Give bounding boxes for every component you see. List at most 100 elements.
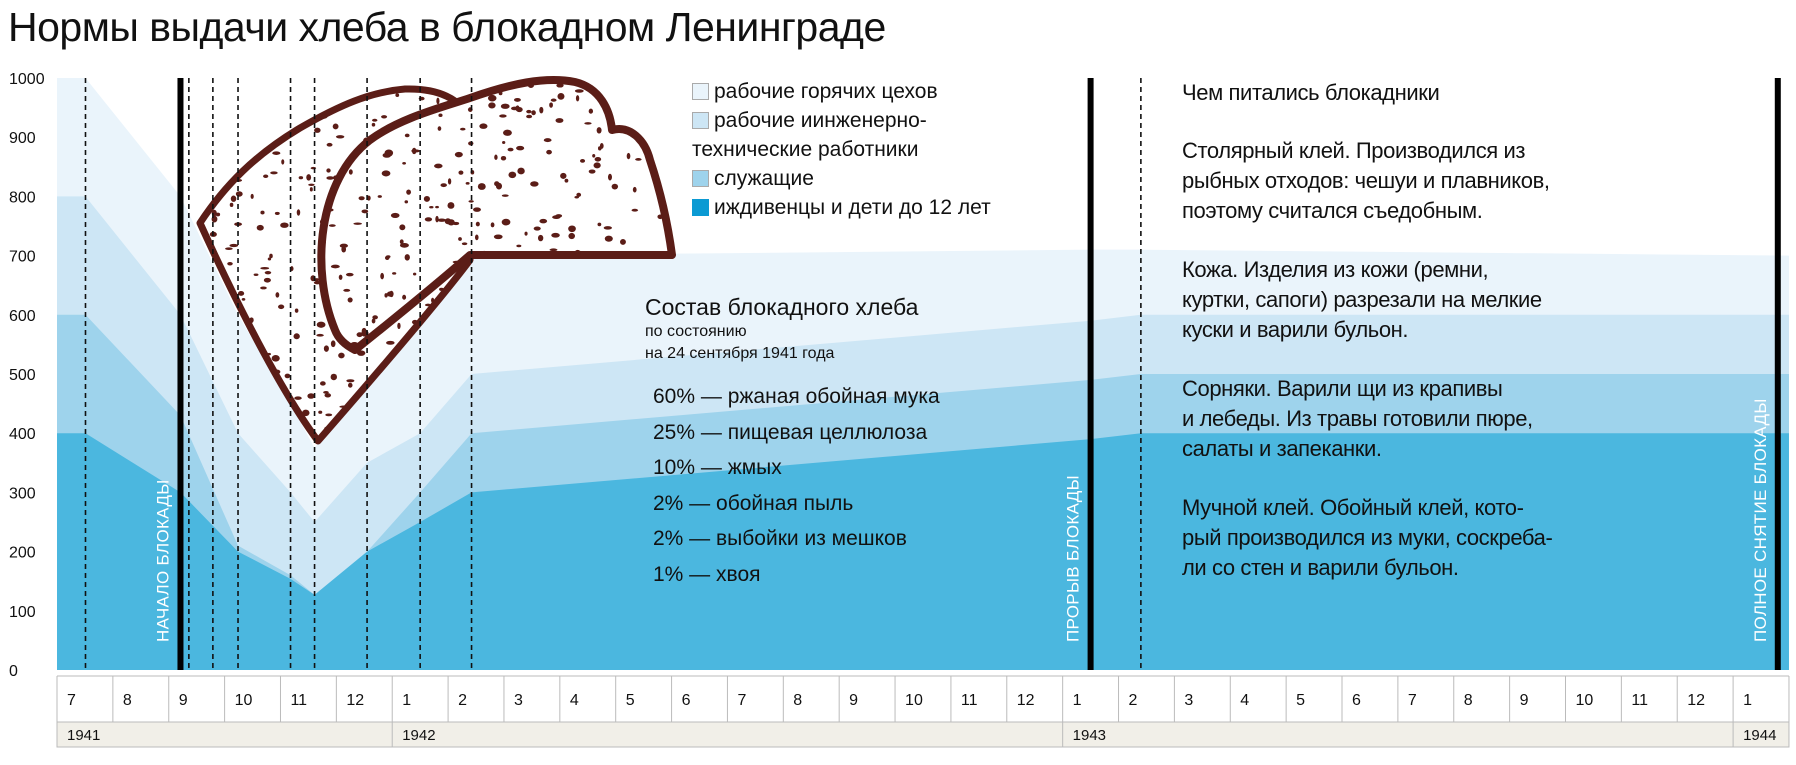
- bread-dot: [526, 109, 532, 114]
- bread-dot: [635, 158, 642, 161]
- month-label: 7: [737, 692, 746, 709]
- bread-dot: [280, 222, 289, 228]
- bread-dot: [260, 267, 270, 270]
- month-label: 7: [1408, 692, 1417, 709]
- bread-dot: [447, 219, 455, 226]
- bread-dot: [468, 200, 474, 203]
- note-line: Кожа. Изделия из кожи (ремни,: [1182, 257, 1489, 282]
- bread-dot: [574, 249, 581, 256]
- bread-dot: [597, 146, 602, 151]
- bread-dot: [568, 232, 576, 240]
- bread-dot: [322, 80, 328, 87]
- month-label: 5: [1296, 692, 1305, 709]
- month-label: 8: [123, 692, 132, 709]
- legend-label: рабочие горячих цехов: [714, 80, 938, 103]
- bread-dot: [330, 373, 338, 381]
- bread-dot: [654, 74, 660, 78]
- bread-dot: [323, 390, 329, 394]
- composition-subtitle: по состоянию: [645, 323, 747, 340]
- y-axis: 0 100 200 300 400 500 600 700 800 900 1000: [9, 71, 45, 680]
- bread-dot: [406, 189, 411, 195]
- bread-dot: [533, 226, 541, 231]
- bread-dot: [399, 224, 406, 231]
- bread-dot: [377, 195, 382, 198]
- y-tick-label: 800: [9, 189, 36, 206]
- bread-dot: [245, 101, 249, 105]
- month-label: 5: [626, 692, 635, 709]
- note-line: Сорняки. Варили щи из крапивы: [1182, 376, 1503, 401]
- bread-dot: [399, 239, 404, 245]
- y-tick-label: 600: [9, 308, 36, 325]
- note-line: Столярный клей. Производился из: [1182, 138, 1526, 163]
- bread-dot: [537, 234, 544, 242]
- bread-dot: [593, 162, 601, 169]
- bread-dot: [274, 211, 280, 215]
- bread-dot: [271, 354, 280, 362]
- bread-dot: [527, 82, 535, 89]
- month-label: 12: [1017, 692, 1035, 709]
- bread-dot: [517, 167, 525, 175]
- food-notes: Чем питались блокадники Столярный клей. …: [1182, 78, 1553, 612]
- bread-dot: [441, 79, 451, 84]
- month-label: 1: [1073, 692, 1082, 709]
- bread-dot: [381, 115, 388, 119]
- bread-dot: [508, 171, 517, 179]
- bread-dot: [637, 81, 643, 86]
- note-paragraph: Кожа. Изделия из кожи (ремни, куртки, сап…: [1182, 255, 1552, 345]
- bread-dot: [333, 90, 338, 97]
- note-paragraph: Сорняки. Варили щи из крапивы и лебеды. И…: [1182, 374, 1552, 464]
- year-label: 1944: [1743, 727, 1776, 744]
- bread-dot: [494, 154, 498, 160]
- bread-dot: [668, 122, 672, 127]
- bread-dot: [245, 104, 254, 111]
- bread-dot: [551, 232, 560, 238]
- bread-dot: [390, 212, 400, 219]
- bread-dot: [488, 102, 496, 109]
- bread-dot: [557, 92, 565, 100]
- bread-dot: [326, 176, 335, 180]
- bread-dot: [325, 413, 333, 417]
- note-line: рыбных отходов: чешуи и плавников,: [1182, 168, 1550, 193]
- bread-dot: [346, 379, 355, 383]
- bread-dot: [321, 241, 326, 245]
- bread-dot: [294, 396, 302, 400]
- chart-markers: НАЧАЛО БЛОКАДЫ ПРОРЫВ БЛОКАДЫ ПОЛНОЕ СНЯТИ…: [84, 78, 1781, 670]
- month-label: 7: [67, 692, 76, 709]
- month-label: 4: [1240, 692, 1249, 709]
- bread-dot: [502, 141, 506, 145]
- bread-dot: [517, 74, 526, 78]
- bread-dot: [575, 95, 580, 102]
- bread-dot: [215, 212, 221, 217]
- note-line: Мучной клей. Обойный клей, кото-: [1182, 495, 1524, 520]
- bread-dot: [326, 168, 331, 173]
- bread-dot: [588, 169, 596, 174]
- bread-dot: [439, 287, 444, 291]
- bread-dot: [631, 208, 639, 212]
- bread-dot: [330, 340, 336, 348]
- note-paragraph: Столярный клей. Производился из рыбных от…: [1182, 136, 1552, 226]
- bread-dot: [217, 165, 222, 170]
- bread-dot: [436, 97, 440, 105]
- bread-dot: [556, 83, 564, 88]
- bread-dot: [392, 272, 397, 275]
- bread-dot: [497, 251, 502, 254]
- bread-dot: [298, 176, 304, 180]
- composition-list: 60% — ржаная обойная мука 25% — пищевая …: [653, 379, 940, 592]
- bread-dot: [371, 330, 376, 336]
- y-tick-label: 100: [9, 604, 36, 621]
- bread-dot: [526, 114, 533, 119]
- bread-dot: [568, 225, 576, 233]
- bread-dot: [324, 393, 332, 398]
- composition-item: 2% — выбойки из мешков: [653, 527, 907, 550]
- bread-dot: [549, 102, 553, 108]
- bread-dot: [657, 214, 664, 220]
- bread-dot: [230, 195, 237, 202]
- y-tick-label: 900: [9, 130, 36, 147]
- bread-dot: [564, 178, 569, 183]
- year-label: 1943: [1073, 727, 1106, 744]
- page-title: Нормы выдачи хлеба в блокадном Ленинград…: [8, 4, 886, 50]
- bread-dot: [501, 218, 511, 226]
- bread-dot: [229, 243, 239, 248]
- bread-dot: [250, 193, 254, 199]
- bread-dot: [423, 195, 431, 202]
